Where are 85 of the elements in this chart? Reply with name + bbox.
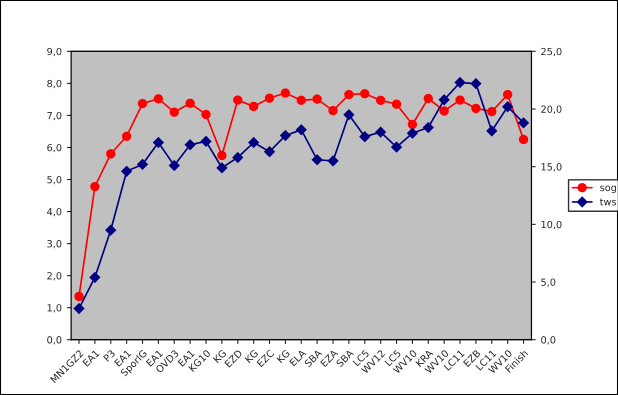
point — [248, 137, 260, 148]
point — [296, 124, 307, 136]
point — [360, 88, 370, 98]
point — [152, 137, 164, 148]
point — [487, 106, 496, 116]
point — [408, 120, 418, 130]
x-tick-label: KG — [244, 349, 258, 364]
y-tick-label: 0,0 — [47, 336, 62, 345]
y2-tick-label: 10,0 — [542, 220, 562, 230]
point — [391, 142, 402, 153]
y-tick-label: 8,0 — [47, 80, 62, 88]
y-tick-label: 9,0 — [47, 48, 62, 56]
point — [248, 102, 258, 112]
point — [454, 77, 466, 88]
point — [502, 90, 512, 100]
point — [185, 98, 195, 108]
point — [502, 101, 514, 112]
x-tick-label: EZA — [320, 348, 338, 368]
point — [312, 154, 323, 166]
point — [137, 158, 148, 170]
point — [328, 106, 338, 116]
point — [375, 126, 386, 138]
y-tick-label: 2,0 — [47, 272, 62, 280]
x-tick-label: KG — [276, 349, 290, 364]
y-tick-label: 5,0 — [47, 176, 62, 184]
legend-label: sog — [600, 186, 616, 194]
point — [280, 130, 291, 141]
point — [470, 78, 482, 90]
x-tick-label: ELA — [289, 348, 306, 366]
point — [201, 110, 211, 120]
y-tick-label: 1,0 — [48, 304, 62, 312]
point — [376, 96, 386, 106]
point — [343, 109, 354, 120]
point — [486, 126, 498, 136]
x-tick-label: P3 — [103, 349, 116, 362]
point — [264, 146, 275, 158]
point — [296, 96, 306, 106]
point — [121, 166, 132, 177]
x-tick-label: SBA — [336, 348, 354, 368]
legend-label: tws — [600, 198, 616, 206]
y-tick-label: 6,0 — [47, 144, 62, 152]
point — [200, 136, 212, 147]
x-tick-label: EA1 — [82, 350, 100, 367]
point — [74, 292, 84, 302]
point — [74, 303, 84, 314]
point — [89, 272, 100, 283]
point — [233, 95, 242, 105]
point — [392, 100, 402, 109]
y-tick-label: 7,0 — [47, 112, 62, 120]
point — [154, 94, 164, 104]
x-tick-label: SBA — [304, 348, 322, 368]
point — [217, 150, 227, 160]
point — [518, 134, 528, 144]
y2-tick-label: 20,0 — [541, 106, 562, 114]
y-tick-label: 3,0 — [47, 240, 62, 248]
point — [312, 94, 322, 104]
point — [406, 128, 418, 139]
point — [105, 224, 116, 236]
y-tick-label: 4,0 — [47, 208, 62, 216]
point — [439, 106, 449, 116]
point — [90, 182, 100, 192]
point — [170, 108, 179, 117]
point — [232, 152, 244, 163]
point — [168, 160, 180, 171]
point — [518, 117, 529, 128]
point — [424, 94, 433, 104]
y2-tick-label: 15,0 — [542, 163, 562, 172]
point — [455, 95, 465, 105]
point — [138, 98, 148, 108]
y2-tick-label: 0,0 — [541, 336, 556, 345]
point — [106, 149, 116, 159]
point — [422, 122, 434, 133]
point — [471, 104, 481, 114]
point — [216, 162, 228, 174]
point — [184, 139, 196, 150]
point — [359, 131, 370, 142]
point — [438, 94, 450, 106]
point — [280, 88, 290, 98]
point — [328, 155, 338, 166]
point — [344, 90, 354, 100]
y2-tick-label: 25,0 — [541, 48, 562, 56]
y2-tick-label: 5,0 — [541, 278, 556, 287]
point — [264, 93, 274, 103]
x-tick-label: KG — [212, 349, 227, 364]
point — [122, 132, 132, 141]
